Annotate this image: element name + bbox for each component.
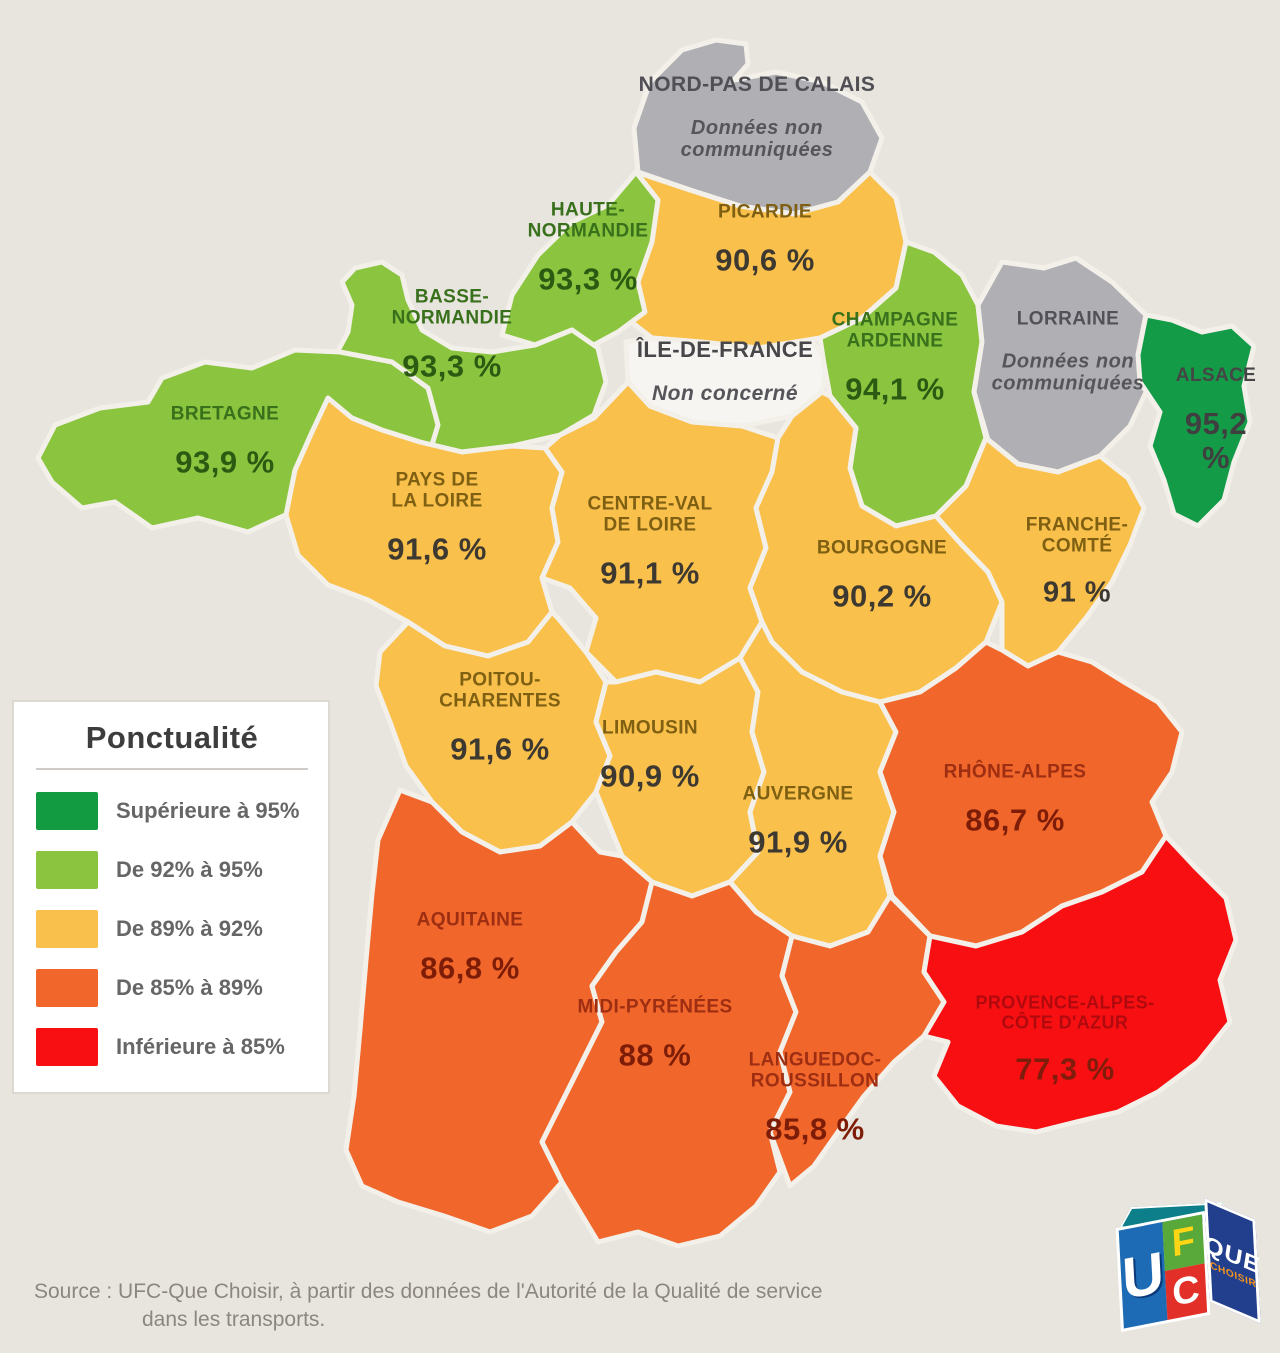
legend-item: De 89% à 92%	[36, 910, 308, 948]
region-languedoc-roussillon	[767, 893, 947, 1189]
legend-swatch-yellow	[36, 910, 98, 948]
legend-label: Supérieure à 95%	[116, 798, 300, 823]
logo-front-face: U F C	[1115, 1210, 1211, 1333]
legend-label: Inférieure à 85%	[116, 1034, 285, 1059]
logo-letter-u: U	[1118, 1222, 1168, 1329]
legend-swatch-red	[36, 1028, 98, 1066]
region-rhone-alpes	[877, 639, 1185, 949]
legend-item: Inférieure à 85%	[36, 1028, 308, 1066]
region-centre-val-de-loire	[539, 379, 781, 685]
legend-label: De 89% à 92%	[116, 916, 263, 941]
ufc-que-choisir-logo: U F C QUE CHOISIR	[1108, 1194, 1274, 1350]
region-lorraine	[971, 255, 1151, 475]
legend-label: De 92% à 95%	[116, 857, 263, 882]
region-provence-alpes-cote-dazur	[921, 833, 1239, 1135]
legend-swatch-dark-green	[36, 792, 98, 830]
region-haute-normandie	[499, 169, 661, 349]
legend-title: Ponctualité	[36, 720, 308, 770]
legend-swatch-light-green	[36, 851, 98, 889]
legend-item: De 85% à 89%	[36, 969, 308, 1007]
logo-side-face: QUE CHOISIR	[1203, 1198, 1261, 1324]
logo-letter-c: C	[1164, 1263, 1208, 1321]
legend-item: Supérieure à 95%	[36, 792, 308, 830]
legend-swatch-orange	[36, 969, 98, 1007]
legend-label: De 85% à 89%	[116, 975, 263, 1000]
logo-letter-f: F	[1162, 1214, 1205, 1272]
source-caption: Source : UFC-Que Choisir, à partir des d…	[34, 1278, 822, 1335]
legend-item: De 92% à 95%	[36, 851, 308, 889]
source-line-1: Source : UFC-Que Choisir, à partir des d…	[34, 1280, 823, 1303]
region-franche-comte	[933, 435, 1147, 669]
region-alsace	[1135, 312, 1257, 529]
source-line-2: dans les transports.	[142, 1308, 326, 1332]
legend: Ponctualité Supérieure à 95% De 92% à 95…	[12, 700, 330, 1094]
